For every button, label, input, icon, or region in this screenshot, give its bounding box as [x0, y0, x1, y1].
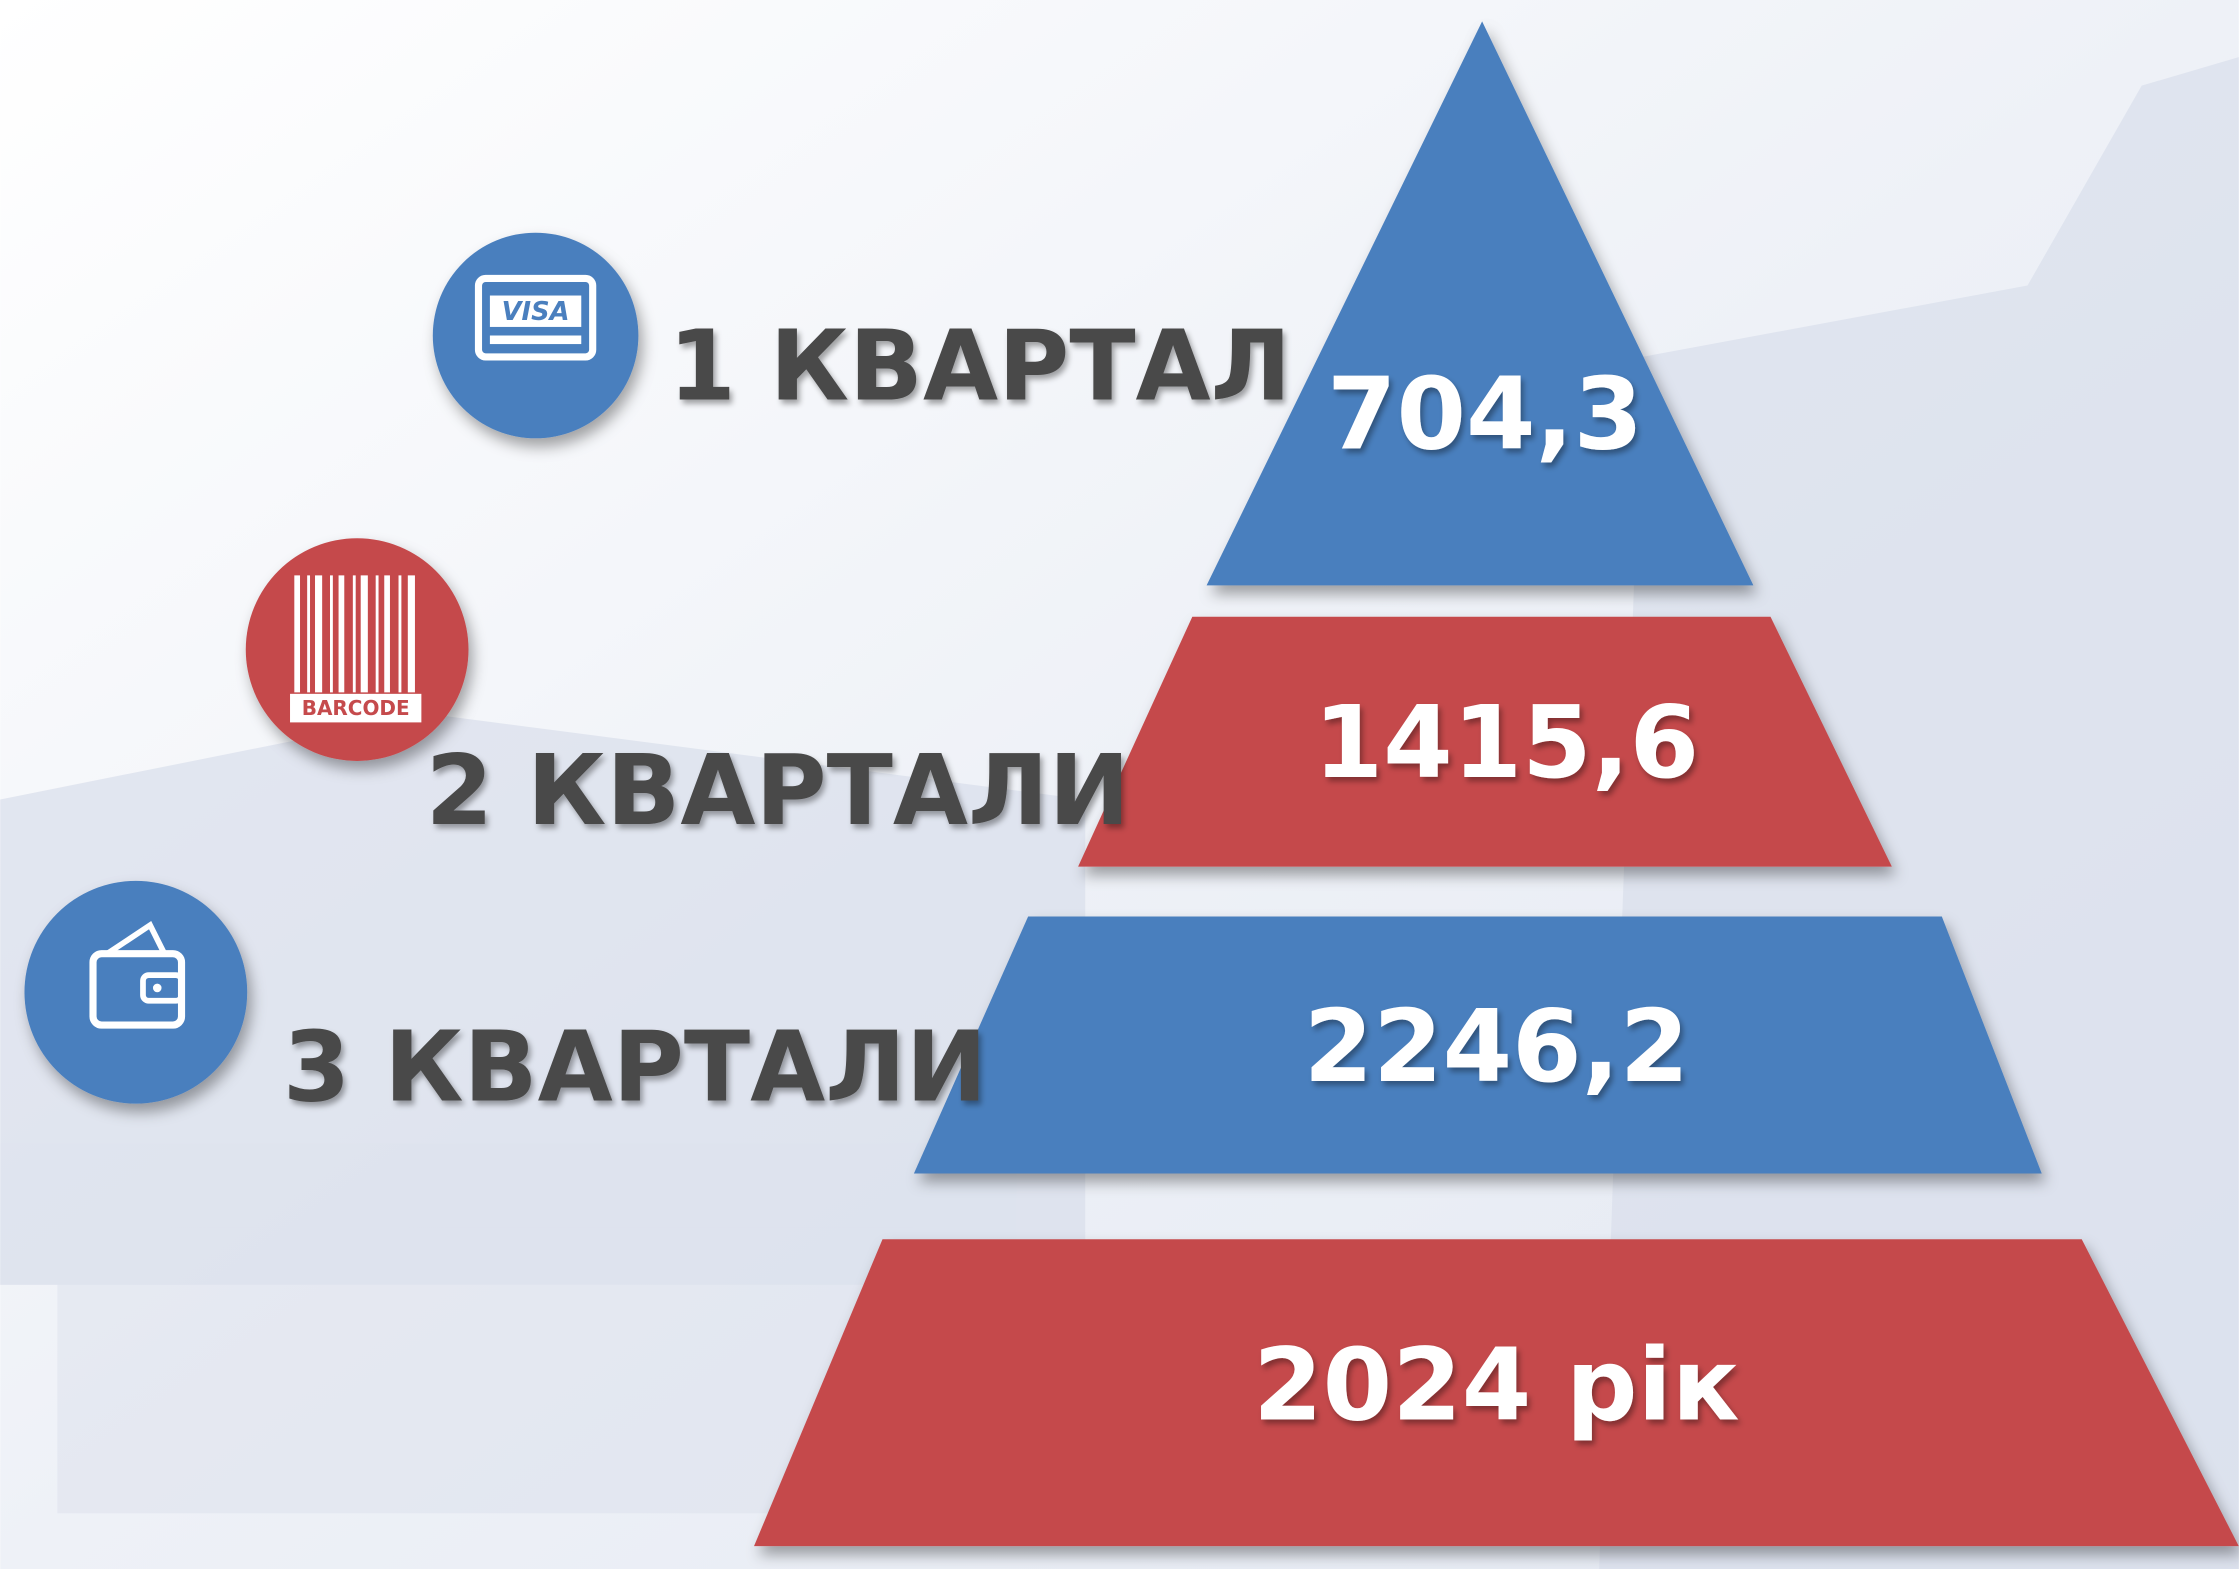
level-value: 2246,2 — [1304, 988, 1690, 1105]
level-label: 1 КВАРТАЛ — [668, 310, 1291, 423]
wallet-icon — [24, 881, 247, 1104]
card-text: VISA — [502, 297, 570, 327]
card-icon: VISA — [433, 233, 639, 439]
infographic: 704,3 1415,6 2246,2 2024 рік 1 КВАРТАЛ 2… — [0, 0, 2239, 1569]
barcode-icon: BARCODE — [246, 538, 469, 761]
level-label: 2 КВАРТАЛИ — [426, 734, 1130, 847]
barcode-text: BARCODE — [302, 696, 410, 720]
page: {"levels": [ {"label": "1 КВАРТАЛ", "val… — [0, 0, 2239, 1569]
level-label: 3 КВАРТАЛИ — [283, 1011, 987, 1124]
level-value: 704,3 — [1327, 355, 1643, 472]
level-value: 1415,6 — [1314, 684, 1700, 801]
level-value: 2024 рік — [1253, 1326, 1740, 1443]
